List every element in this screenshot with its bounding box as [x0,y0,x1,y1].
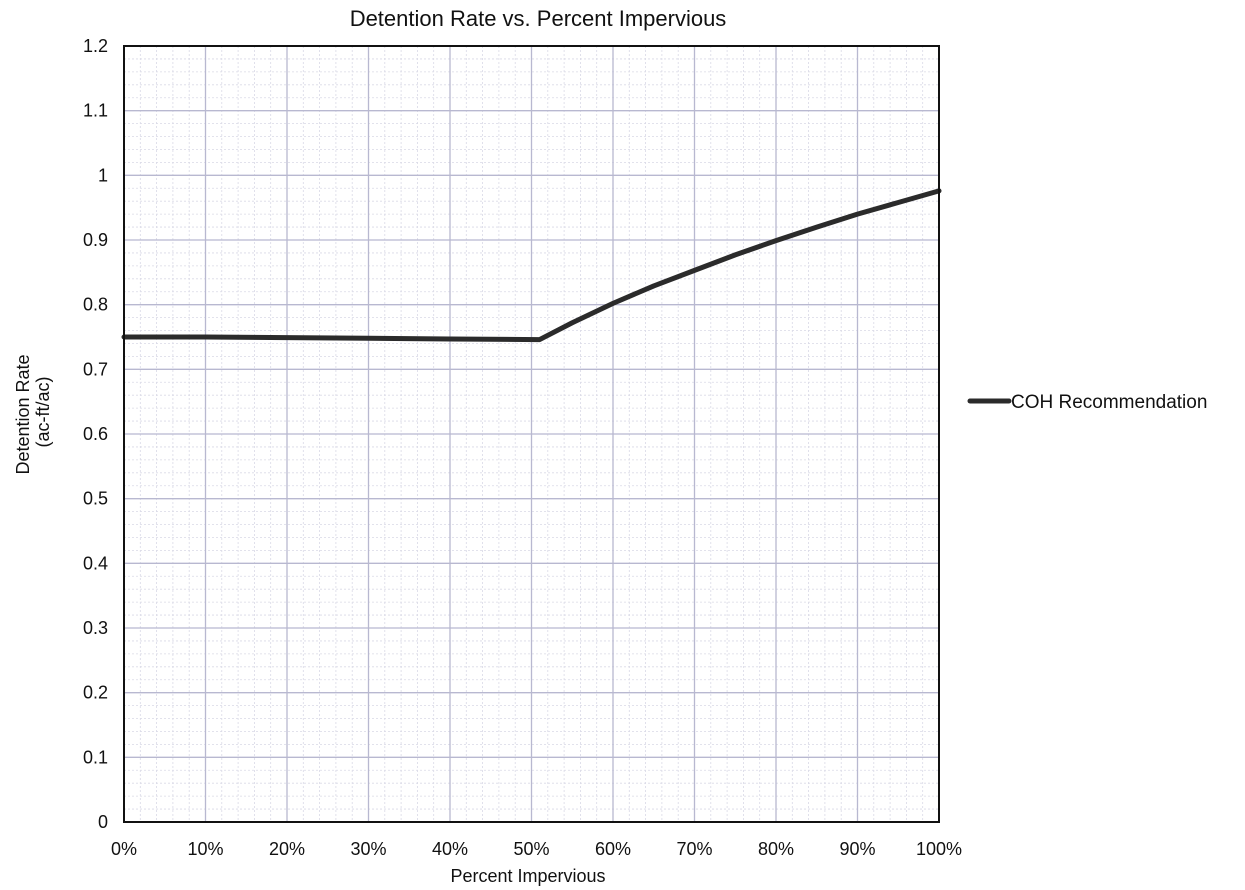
x-tick-label: 10% [187,839,223,859]
y-tick-labels: 0 0.1 0.2 0.3 0.4 0.5 0.6 0.7 0.8 0.9 1 1.1 1.2 [83,36,108,832]
y-axis-label: Detention Rate (ac-ft/ac) [13,349,53,474]
x-tick-label: 70% [676,839,712,859]
x-tick-label: 0% [111,839,137,859]
x-tick-label: 50% [513,839,549,859]
y-axis-label-line-2: (ac-ft/ac) [33,376,53,447]
legend: COH Recommendation [967,392,1207,413]
x-tick-label: 40% [432,839,468,859]
x-tick-label: 100% [916,839,962,859]
y-tick-label: 0.9 [83,230,108,250]
y-tick-label: 0.5 [83,489,108,509]
y-tick-label: 1.1 [83,101,108,121]
chart-title: Detention Rate vs. Percent Impervious [350,6,727,31]
legend-label: COH Recommendation [1011,392,1207,413]
series-line-coh-recommendation [121,188,942,343]
x-tick-label: 80% [758,839,794,859]
x-tick-labels: 0% 10% 20% 30% 40% 50% 60% 70% 80% 90% 100% [111,839,962,859]
y-tick-label: 0.8 [83,295,108,315]
y-tick-label: 0.2 [83,683,108,703]
x-tick-label: 30% [350,839,386,859]
y-tick-label: 1.2 [83,36,108,56]
x-tick-label: 60% [595,839,631,859]
y-tick-label: 1 [98,165,108,185]
x-tick-label: 90% [839,839,875,859]
y-tick-label: 0.3 [83,618,108,638]
x-tick-label: 20% [269,839,305,859]
y-axis-label-line-1: Detention Rate [13,354,33,474]
y-tick-label: 0.4 [83,553,108,573]
x-axis-label: Percent Impervious [450,866,605,886]
y-tick-label: 0.6 [83,424,108,444]
y-tick-label: 0.1 [83,747,108,767]
y-tick-label: 0.7 [83,359,108,379]
y-tick-label: 0 [98,812,108,832]
plot-frame [123,45,940,823]
series-group [121,188,942,343]
